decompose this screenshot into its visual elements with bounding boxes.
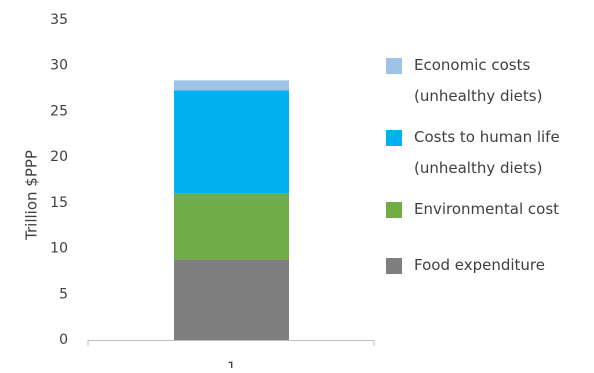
- y-tick-label: 10: [50, 241, 68, 257]
- legend-item-environmental-cost: Environmental cost: [386, 194, 591, 225]
- y-tick-label: 0: [59, 332, 68, 348]
- bar-stack: [174, 80, 289, 340]
- y-tick-label: 15: [50, 195, 68, 211]
- legend-label-environmental-cost: Environmental cost: [414, 200, 560, 218]
- legend-label-economic-costs: Economic costs (unhealthy diets): [414, 56, 543, 105]
- y-tick-label: 25: [50, 103, 68, 119]
- legend-swatch-economic-costs: [386, 58, 402, 74]
- legend-item-food-expenditure: Food expenditure: [386, 250, 591, 281]
- x-tick-label: 1: [227, 360, 236, 368]
- bar-segment-environmental-cost: [174, 193, 289, 260]
- y-tick-label: 35: [50, 12, 68, 28]
- x-axis-ticks: 1: [87, 340, 375, 373]
- legend: Economic costs (unhealthy diets) Costs t…: [386, 50, 591, 274]
- bar-segment-economic-costs: [174, 80, 289, 91]
- y-tick-label: 20: [50, 149, 68, 165]
- legend-swatch-environmental-cost: [386, 202, 402, 218]
- bar-segment-food-expenditure: [174, 259, 289, 340]
- bar-segment-costs-to-human-life: [174, 90, 289, 194]
- legend-swatch-costs-to-human-life: [386, 130, 402, 146]
- y-tick-label: 30: [50, 58, 68, 74]
- legend-item-costs-to-human-life: Costs to human life (unhealthy diets): [386, 122, 591, 184]
- y-axis-label: Trillion $PPP: [23, 150, 41, 241]
- legend-swatch-food-expenditure: [386, 258, 402, 274]
- y-tick-label: 5: [59, 286, 68, 302]
- legend-item-economic-costs: Economic costs (unhealthy diets): [386, 50, 591, 112]
- legend-label-food-expenditure: Food expenditure: [414, 256, 545, 274]
- legend-label-costs-to-human-life: Costs to human life (unhealthy diets): [414, 128, 560, 177]
- y-axis-ticks: 0 5 10 15 20 25 30 35: [50, 12, 68, 348]
